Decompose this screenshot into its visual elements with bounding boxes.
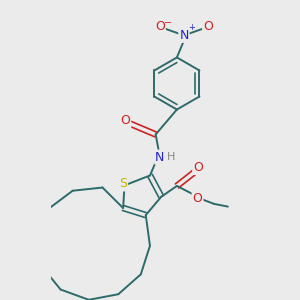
- Text: S: S: [119, 178, 127, 190]
- Text: +: +: [188, 23, 195, 32]
- Text: O: O: [193, 192, 202, 205]
- Text: O: O: [203, 20, 213, 33]
- Text: −: −: [164, 18, 172, 28]
- Text: O: O: [120, 114, 130, 127]
- Text: O: O: [155, 20, 165, 33]
- Text: N: N: [179, 29, 189, 42]
- Text: N: N: [155, 151, 165, 164]
- Text: H: H: [167, 152, 175, 161]
- Text: O: O: [193, 161, 203, 174]
